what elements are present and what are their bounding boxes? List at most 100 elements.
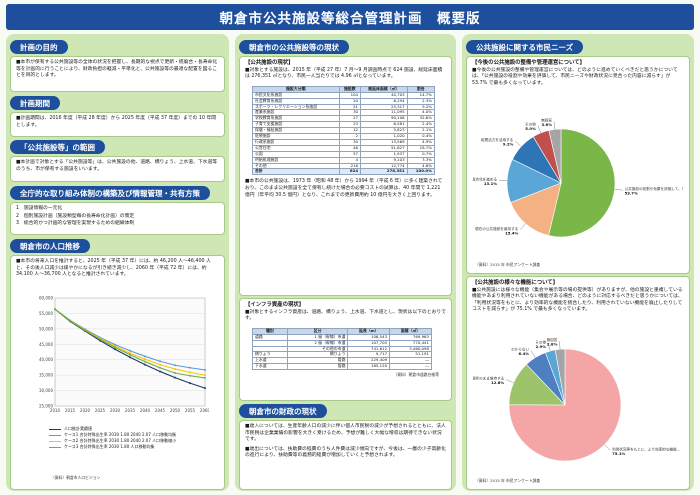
- slice-value-label: 2.8%: [547, 342, 558, 347]
- survey1-text: ■今後の公共施設の整備や管理運営については、どのように進めていくべきだと思うかに…: [472, 67, 678, 86]
- data-point: [144, 363, 146, 366]
- data-point: [144, 355, 146, 358]
- slice-label: わからない: [511, 347, 529, 352]
- data-point: [129, 356, 131, 359]
- y-tick-label: 25,000: [39, 404, 53, 409]
- y-tick-label: 35,000: [39, 373, 53, 378]
- x-tick-label: 2020: [80, 408, 91, 413]
- slice-value-label: 12.8%: [491, 380, 504, 385]
- y-tick-label: 55,000: [39, 311, 53, 316]
- slice-label: 無回答: [547, 337, 558, 342]
- leader-line: [520, 223, 526, 230]
- slice-value-label: 15.4%: [505, 230, 518, 235]
- data-point: [99, 338, 101, 341]
- slice-label: 統合・複合化を進める: [473, 176, 497, 181]
- table-row: 下水道 管路 185,120 ―: [252, 363, 432, 371]
- infra-box: 【インフラ資産の現状】 ■対象とするインフラ資産は、道路、橋りょう、上水道、下水…: [239, 298, 452, 401]
- population-source: （資料）朝倉市人口ビジョン: [51, 475, 101, 480]
- survey1-subheading: 【今後の公共施設の整備や管理運営について】: [472, 60, 586, 66]
- survey2-subheading: 【公共施設の様々な機能について】: [472, 280, 559, 286]
- period-header: 計画期間: [10, 96, 60, 110]
- leader-line: [553, 121, 556, 130]
- data-point: [129, 353, 131, 356]
- slice-label: 現在の公共施設を維持する: [475, 226, 519, 231]
- legend-item: ケース1 合計特殊出生率 2030 1.80 2040 2.07 人口移動均衡: [49, 432, 176, 438]
- data-point: [144, 360, 146, 363]
- data-point: [54, 308, 56, 311]
- legend-item: 人口推計実績値: [49, 426, 176, 432]
- y-tick-label: 40,000: [39, 357, 53, 362]
- structure-list: 1 施設情報の一元化 2 個別施設計画（施設類型毎の長寿命化計画）の策定 3 総…: [11, 203, 224, 228]
- data-point: [204, 368, 206, 371]
- pie-slice: [554, 348, 566, 406]
- finance-item: ■歳入については、生産年齢人口の減少に伴い個人市民税の減少が予想されるとともに、…: [245, 424, 446, 443]
- table-total-row: 合計 624 276,351 100.0%: [252, 168, 436, 176]
- legend-swatch: [49, 434, 61, 436]
- facility-table-body: 市民文化系施設 104 40,703 14.7% 社会教育系施設 20 6,294 2.3% ス…: [252, 91, 436, 176]
- y-tick-label: 50,000: [39, 326, 53, 331]
- structure-item: 3 総合的かつ計画的な管理を実現するための組織体制: [16, 221, 135, 227]
- slice-value-label: 3.6%: [541, 122, 552, 127]
- infra-table: 種別 区分 延長（m） 面積（㎡） 道路 1 級（幹線）市道 106,543 769,…: [252, 327, 432, 371]
- structure-header: 全庁的な取り組み体制の構築及び情報管理・共有方策: [10, 186, 210, 200]
- data-point: [174, 371, 176, 374]
- scope-box: ■本計画で対象とする「公共施設等」は、公共施設の他、道路、橋りょう、上水道、下水…: [10, 156, 225, 182]
- leader-line: [547, 343, 551, 352]
- data-point: [174, 364, 176, 367]
- y-tick-label: 30,000: [39, 388, 53, 393]
- status-box: 【公共施設の現状】 ■対象とする施設は、2015 年（平成 27 年）7 月～9…: [239, 56, 452, 296]
- legend-swatch: [49, 428, 61, 430]
- infra-text: ■対象とするインフラ資産は、道路、橋りょう、上水道、下水道とし、現状は以下のとお…: [245, 309, 446, 322]
- leader-line: [559, 341, 561, 350]
- data-point: [159, 360, 161, 363]
- population-box: ■本市の将来人口を推計すると、2025 年（平成 37 年）には、約 46,20…: [10, 255, 225, 490]
- pie-slice: [510, 182, 562, 236]
- x-tick-label: 2035: [125, 408, 136, 413]
- data-point: [114, 348, 116, 351]
- x-tick-label: 2050: [170, 408, 181, 413]
- legend-label: ケース1 合計特殊出生率 2030 1.80 2040 2.07 人口移動均衡: [64, 432, 177, 437]
- legend-label: ケース2 合計特殊出生率 2030 1.80 2040 2.07 人口移動縮小: [64, 438, 177, 443]
- infra-note: （資料）朝倉市道路台帳等: [393, 372, 439, 378]
- period-text: ■計画期間は、2016 年度（平成 28 年度）から 2025 年度（平成 37…: [16, 116, 217, 128]
- data-point: [159, 366, 161, 369]
- table-cell: 下水道: [252, 363, 288, 371]
- leader-line: [537, 125, 541, 133]
- data-point: [174, 367, 176, 370]
- column-left: 計画の目的 ■本市が保有する公共施設等の全体の状況を把握し、長期的な視点で更新・…: [6, 34, 229, 491]
- scope-text: ■本計画で対象とする「公共施設等」は、公共施設の他、道路、橋りょう、上水道、下水…: [16, 160, 218, 172]
- survey1-pie-chart: 公共施設の役割や効果を評価して、市民…53.7% 現在の公共施設を維持する15.4…: [473, 117, 683, 238]
- finance-item: ■歳出については、扶助費の経費のうち人件費は減少傾向ですが、今後は、一層の少子高…: [245, 446, 446, 459]
- table-cell: 185,120: [347, 363, 391, 371]
- slice-value-label: 75.1%: [612, 451, 625, 456]
- table-cell: 管路: [286, 363, 349, 371]
- legend-label: ケース3 合計特殊出生率 2030 1.80 人口移動均衡: [64, 444, 155, 449]
- purpose-text: ■本市が保有する公共施設等の全体の状況を把握し、長期的な視点で更新・統廃合・長寿…: [16, 60, 218, 79]
- data-point: [204, 376, 206, 379]
- data-point: [189, 374, 191, 377]
- data-point: [114, 343, 116, 346]
- status-header: 朝倉市の公共施設等の現状: [239, 40, 349, 54]
- finance-box: ■歳入については、生産年齢人口の減少に伴い個人市民税の減少が予想されるとともに、…: [239, 420, 452, 490]
- table-cell: ―: [389, 363, 432, 371]
- pie-slice: [508, 348, 622, 462]
- data-point: [189, 371, 191, 374]
- status-subheading: 【公共施設の現状】: [245, 60, 294, 66]
- structure-item: 2 個別施設計画（施設類型毎の長寿命化計画）の策定: [16, 213, 135, 219]
- x-tick-label: 2040: [140, 408, 151, 413]
- data-point: [159, 363, 161, 366]
- population-chart: 25,000 30,000 35,000 40,000 45,000 50,000 55,0…: [39, 296, 209, 414]
- column-middle: 朝倉市の公共施設等の現状 【公共施設の現状】 ■対象とする施設は、2015 年（…: [235, 34, 456, 491]
- y-tick-label: 45,000: [39, 342, 53, 347]
- purpose-header: 計画の目的: [10, 40, 68, 54]
- x-tick-label: 2015: [65, 408, 76, 413]
- slice-label: 現状のまま維持する: [473, 376, 505, 381]
- data-point: [144, 358, 146, 361]
- legend-item: ケース3 合計特殊出生率 2030 1.80 人口移動均衡: [49, 444, 176, 450]
- population-header: 朝倉市の人口推移: [10, 239, 90, 253]
- x-tick-label: 2055: [185, 408, 196, 413]
- infra-table-body: 道路 1 級（幹線）市道 106,543 769,963 2 級（幹線）市道 107,70…: [252, 333, 432, 371]
- scope-header: 「公共施設等」の範囲: [10, 140, 105, 154]
- infra-subheading: 【インフラ資産の現状】: [245, 302, 305, 308]
